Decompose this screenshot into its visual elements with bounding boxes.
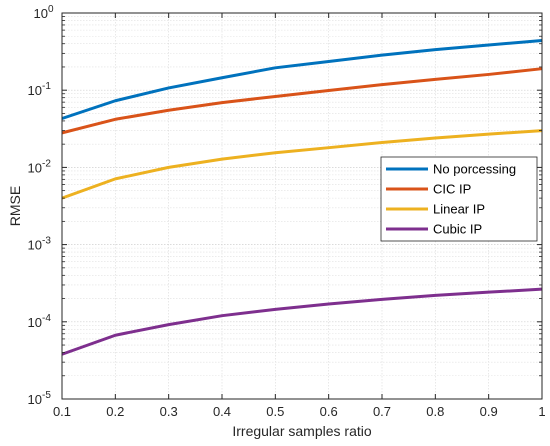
x-tick-label: 0.5 [266,404,284,419]
x-tick-label: 0.3 [160,404,178,419]
y-tick-exponent: -4 [42,313,51,324]
legend-label: Linear IP [433,202,485,217]
plot-frame [61,12,543,400]
axis-ticks [61,12,543,400]
y-axis-title: RMSE [7,186,23,226]
series-line-3 [61,129,543,200]
series-lines [61,39,543,356]
y-tick-label: 10 [28,315,42,330]
x-axis-title: Irregular samples ratio [232,423,371,439]
legend: No porcessing CIC IP Linear IP Cubic IP [380,156,538,242]
x-tick-label: 0.8 [426,404,444,419]
y-tick-exponent: 0 [48,4,54,15]
y-tick-label: 10 [28,392,42,407]
series-line-2 [61,67,543,135]
series-line-4 [61,287,543,356]
x-tick-label: 0.6 [320,404,338,419]
x-tick-label: 0.4 [213,404,231,419]
legend-label: Cubic IP [433,222,482,237]
y-tick-label: 10 [34,6,48,21]
y-tick-exponent: -2 [42,158,51,169]
y-tick-label: 10 [28,83,42,98]
y-tick-exponent: -3 [42,236,51,247]
y-tick-exponent: -5 [42,390,51,401]
legend-label: No porcessing [433,162,516,177]
y-tick-label: 10 [28,160,42,175]
x-tick-label: 0.2 [106,404,124,419]
series-line-1 [61,39,543,120]
x-tick-labels: 0.1 0.2 0.3 0.4 0.5 0.6 0.7 0.8 0.9 1 [53,404,546,419]
x-tick-label: 0.1 [53,404,71,419]
legend-box [380,156,538,242]
x-tick-label: 0.9 [480,404,498,419]
legend-label: CIC IP [433,182,471,197]
x-tick-label: 1 [538,404,545,419]
y-tick-exponent: -1 [42,81,51,92]
y-tick-label: 10 [28,238,42,253]
x-tick-label: 0.7 [373,404,391,419]
